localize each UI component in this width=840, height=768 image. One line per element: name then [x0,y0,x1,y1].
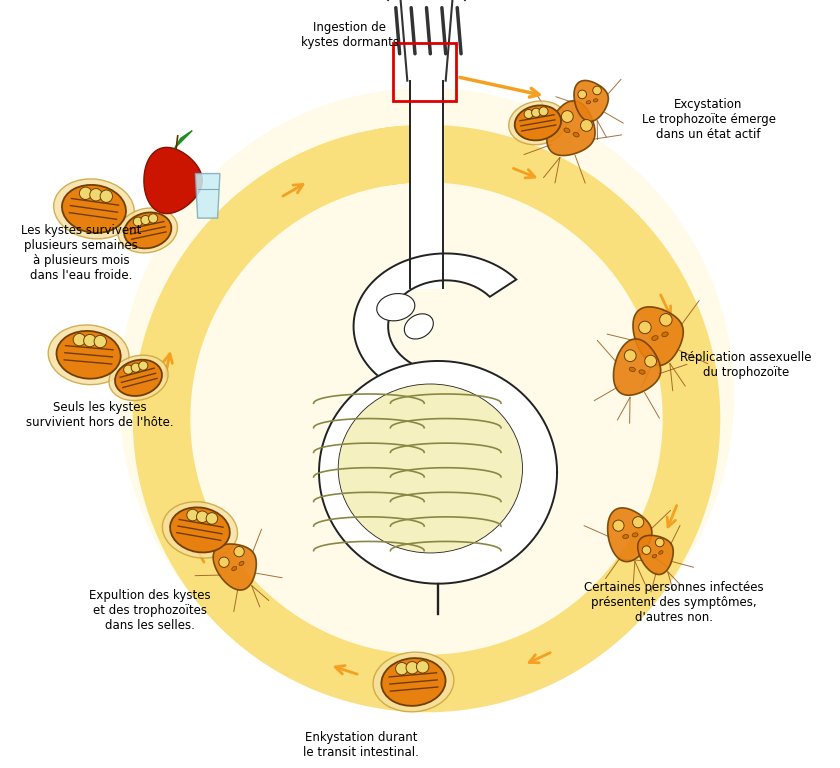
Ellipse shape [652,336,659,340]
Circle shape [218,557,229,568]
Polygon shape [410,81,444,288]
Circle shape [524,110,533,118]
Ellipse shape [48,325,129,385]
Ellipse shape [124,213,171,248]
Circle shape [532,108,541,118]
Polygon shape [613,339,661,396]
Circle shape [396,663,408,675]
Polygon shape [574,81,608,121]
Circle shape [80,187,92,200]
Circle shape [593,86,601,94]
Ellipse shape [170,508,230,552]
Ellipse shape [56,331,121,379]
Circle shape [139,361,148,370]
Circle shape [633,517,643,528]
Circle shape [659,313,672,326]
Polygon shape [319,361,557,584]
Circle shape [645,356,657,367]
Circle shape [94,336,107,348]
Polygon shape [607,508,652,561]
Ellipse shape [109,355,168,401]
Circle shape [642,546,651,554]
Ellipse shape [373,652,454,712]
Ellipse shape [239,561,244,566]
Circle shape [134,217,143,227]
Ellipse shape [339,384,522,553]
Polygon shape [547,101,595,156]
Circle shape [186,509,198,521]
Text: Les kystes survivent
plusieurs semaines
à plusieurs mois
dans l'eau froide.: Les kystes survivent plusieurs semaines … [21,224,141,283]
Ellipse shape [118,208,177,253]
Polygon shape [144,147,202,214]
Text: Seuls les kystes
survivient hors de l'hôte.: Seuls les kystes survivient hors de l'hô… [26,401,174,429]
Ellipse shape [593,99,598,102]
Circle shape [613,520,624,531]
Text: Enkystation durant
le transit intestinal.: Enkystation durant le transit intestinal… [303,731,419,759]
Ellipse shape [115,359,162,396]
Ellipse shape [515,105,561,141]
Circle shape [539,107,548,116]
Polygon shape [633,307,683,366]
Circle shape [149,214,158,223]
Ellipse shape [232,566,237,571]
Polygon shape [354,253,517,399]
Ellipse shape [376,293,415,321]
Circle shape [90,189,102,201]
Ellipse shape [639,370,645,374]
Ellipse shape [564,128,570,133]
Text: Réplication assexuelle
du trophozoïte: Réplication assexuelle du trophozoïte [680,351,811,379]
Ellipse shape [629,367,635,372]
Circle shape [100,190,113,203]
Circle shape [578,90,586,99]
Ellipse shape [162,502,238,558]
Polygon shape [196,174,220,218]
Ellipse shape [54,179,134,239]
Ellipse shape [622,535,628,538]
Polygon shape [638,535,673,574]
Ellipse shape [653,554,657,558]
Circle shape [73,333,86,346]
Text: Expultion des kystes
et des trophozoïtes
dans les selles.: Expultion des kystes et des trophozoïtes… [89,589,211,632]
Circle shape [234,547,244,557]
Ellipse shape [381,658,445,706]
Circle shape [655,538,664,547]
Ellipse shape [586,101,591,104]
Circle shape [84,334,96,347]
Text: Certaines personnes infectées
présentent des symptômes,
d'autres non.: Certaines personnes infectées présentent… [584,581,764,624]
Circle shape [197,511,208,522]
Circle shape [119,88,733,703]
Polygon shape [213,544,256,590]
Circle shape [580,120,592,131]
Ellipse shape [62,185,126,233]
Ellipse shape [633,533,638,537]
Circle shape [624,349,636,362]
Circle shape [638,321,651,333]
Text: Ingestion de
kystes dormants: Ingestion de kystes dormants [301,21,399,48]
Ellipse shape [662,332,669,336]
Ellipse shape [509,101,567,144]
Circle shape [131,363,140,372]
Ellipse shape [573,132,579,137]
Ellipse shape [404,314,433,339]
Circle shape [123,365,133,374]
Polygon shape [175,131,192,148]
Polygon shape [133,125,720,712]
Circle shape [406,661,418,674]
Circle shape [561,111,573,122]
Text: Excystation
Le trophozoïte émerge
dans un état actif: Excystation Le trophozoïte émerge dans u… [642,98,775,141]
Circle shape [417,660,429,673]
Circle shape [141,216,150,224]
Circle shape [206,513,218,525]
Ellipse shape [659,551,663,554]
